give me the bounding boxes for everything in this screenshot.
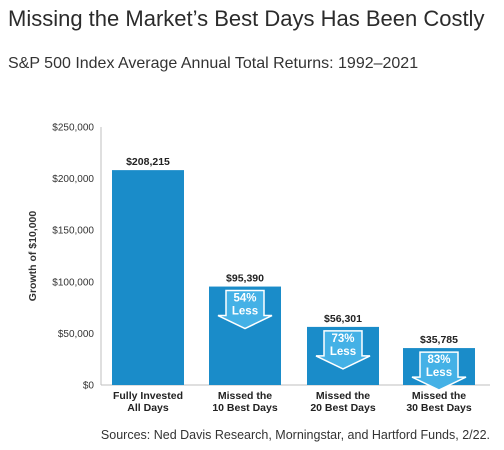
down-arrow-icon [217, 289, 273, 330]
y-tick-label: $200,000 [52, 174, 94, 185]
x-tick-label: Missed the [412, 390, 466, 402]
x-tick-label: 30 Best Days [406, 402, 472, 414]
percent-less-text: Less [426, 367, 452, 379]
percent-less-value: 83% [427, 354, 450, 366]
data-label: $95,390 [226, 273, 264, 285]
data-label: $56,301 [324, 313, 362, 325]
x-tick-label: 20 Best Days [310, 402, 376, 414]
data-label: $35,785 [420, 334, 458, 346]
y-axis-label: Growth of $10,000 [27, 211, 39, 302]
data-label: $208,215 [126, 156, 170, 168]
y-tick-label: $50,000 [58, 329, 95, 340]
chart-title: Missing the Market’s Best Days Has Been … [8, 6, 485, 31]
x-tick-label: 10 Best Days [212, 402, 278, 414]
y-tick-label: $100,000 [52, 277, 94, 288]
y-tick-label: $250,000 [52, 123, 94, 134]
x-tick-label: Missed the [316, 390, 370, 402]
percent-less-value: 73% [331, 333, 354, 345]
x-tick-label: All Days [127, 402, 169, 414]
y-tick-labels: $0 $50,000 $100,000 $150,000 $200,000 $250,00… [52, 123, 94, 392]
bar [112, 170, 184, 385]
y-tick-label: $0 [83, 381, 95, 392]
chart-subtitle: S&P 500 Index Average Annual Total Retur… [8, 55, 419, 72]
percent-less-text: Less [330, 346, 356, 358]
percent-less-text: Less [232, 306, 258, 318]
y-tick-label: $150,000 [52, 226, 94, 237]
down-arrow-icon [411, 351, 467, 391]
down-arrow-icon [315, 330, 371, 370]
source-note: Sources: Ned Davis Research, Morningstar… [100, 428, 490, 442]
percent-less-value: 54% [233, 293, 256, 305]
x-tick-label: Missed the [218, 390, 272, 402]
x-tick-label: Fully Invested [113, 390, 183, 402]
